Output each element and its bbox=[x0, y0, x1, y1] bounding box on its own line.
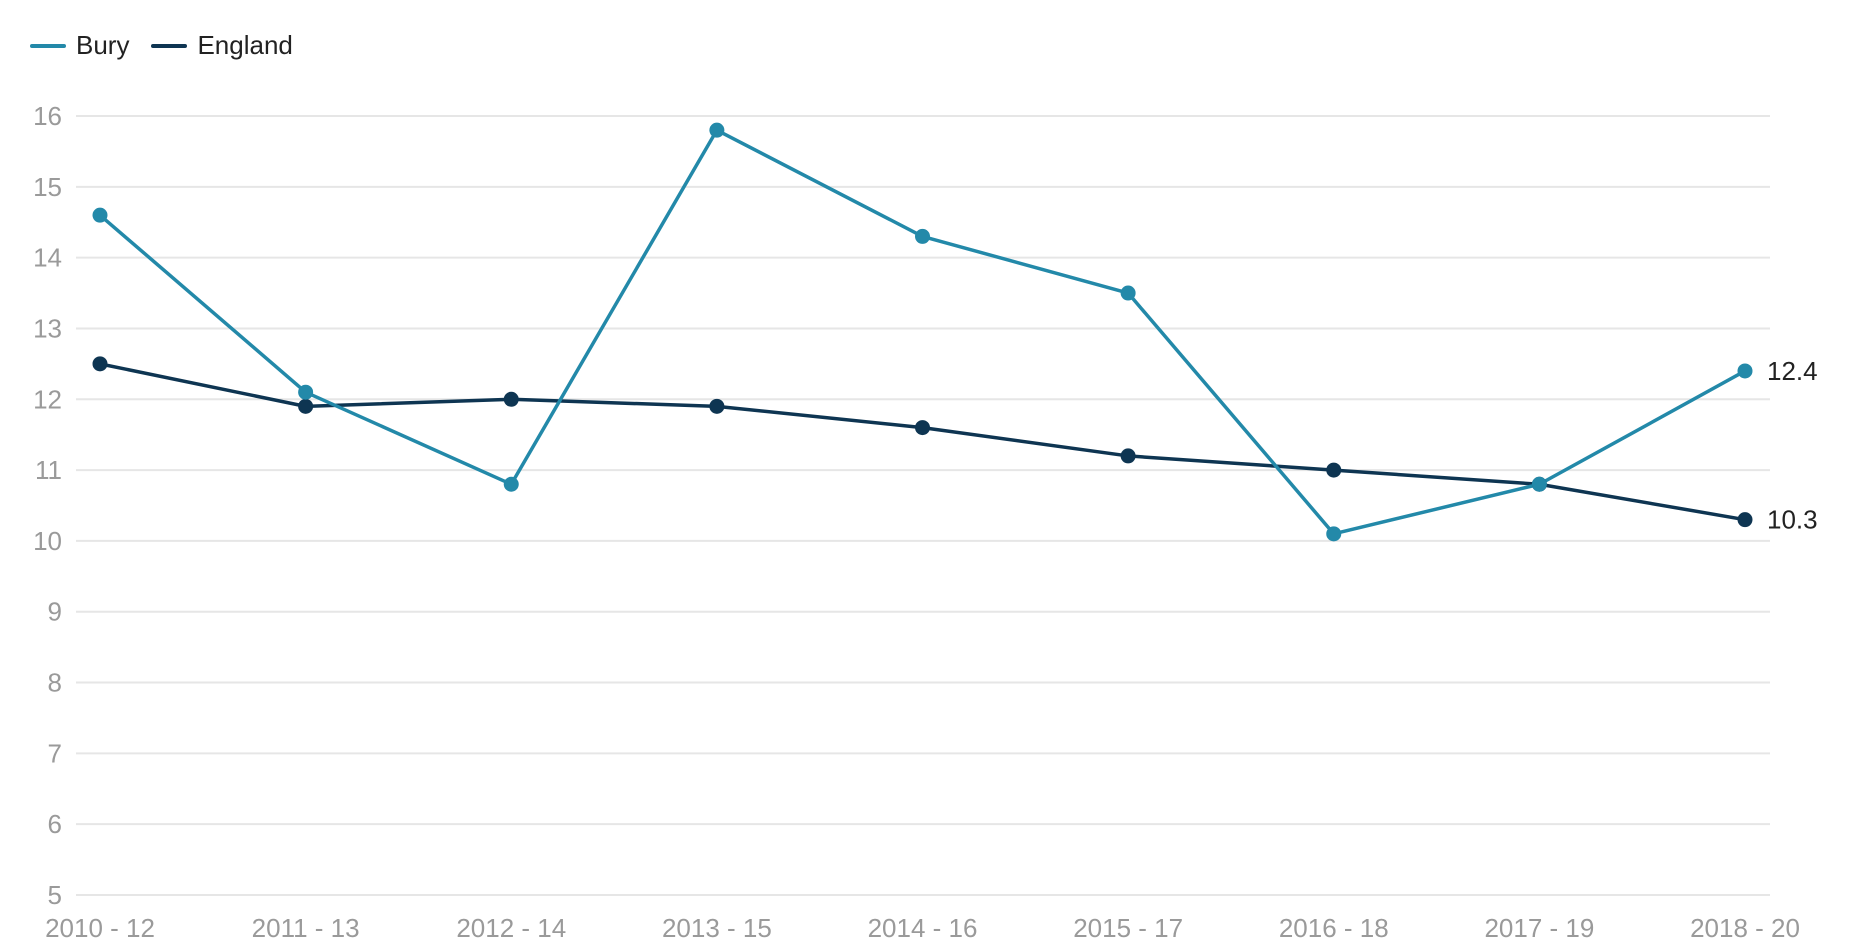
x-tick-label: 2017 - 19 bbox=[1484, 913, 1594, 943]
legend: Bury England bbox=[30, 30, 293, 61]
end-label-england: 10.3 bbox=[1767, 505, 1818, 535]
y-tick-label: 10 bbox=[33, 526, 62, 556]
legend-swatch-bury bbox=[30, 43, 66, 48]
series-line-england bbox=[99, 362, 1746, 522]
legend-label-england: England bbox=[197, 30, 293, 60]
data-point-england bbox=[503, 391, 519, 407]
series-line-bury bbox=[98, 128, 1746, 536]
data-point-bury bbox=[709, 122, 725, 138]
legend-item-bury[interactable]: Bury bbox=[30, 30, 129, 61]
legend-item-england[interactable]: England bbox=[151, 30, 293, 61]
x-tick-label: 2010 - 12 bbox=[45, 913, 155, 943]
y-axis-tick-labels: 5 6 7 8 9 10 11 12 13 14 15 16 bbox=[33, 101, 62, 910]
y-tick-label: 8 bbox=[48, 668, 62, 698]
series-lines bbox=[98, 128, 1746, 536]
end-label-bury: 12.4 bbox=[1767, 356, 1818, 386]
legend-label-bury: Bury bbox=[76, 30, 130, 60]
data-point-bury bbox=[1120, 285, 1136, 301]
y-tick-label: 13 bbox=[33, 313, 62, 343]
data-point-bury bbox=[1737, 363, 1753, 379]
gridlines bbox=[76, 115, 1770, 896]
data-point-bury bbox=[298, 384, 314, 400]
data-point-england bbox=[92, 356, 108, 372]
x-tick-label: 2015 - 17 bbox=[1073, 913, 1183, 943]
x-tick-label: 2012 - 14 bbox=[456, 913, 566, 943]
data-point-england bbox=[298, 398, 314, 414]
x-tick-label: 2013 - 15 bbox=[662, 913, 772, 943]
y-tick-label: 14 bbox=[33, 243, 62, 273]
y-tick-label: 15 bbox=[33, 172, 62, 202]
data-point-bury bbox=[915, 228, 930, 244]
data-point-bury bbox=[1326, 526, 1342, 542]
y-tick-label: 16 bbox=[33, 101, 62, 131]
y-tick-label: 6 bbox=[48, 809, 62, 839]
data-point-england bbox=[1326, 462, 1342, 478]
x-tick-label: 2011 - 13 bbox=[252, 913, 360, 943]
y-tick-label: 9 bbox=[48, 597, 62, 627]
y-tick-label: 12 bbox=[33, 384, 62, 414]
y-tick-label: 5 bbox=[48, 880, 62, 910]
data-point-bury bbox=[92, 207, 108, 223]
data-point-england bbox=[1737, 512, 1753, 528]
data-point-bury bbox=[1531, 476, 1547, 492]
end-labels: 12.4 10.3 bbox=[1767, 356, 1818, 535]
data-point-england bbox=[915, 420, 930, 436]
data-point-bury bbox=[503, 476, 519, 492]
y-tick-label: 11 bbox=[35, 455, 62, 485]
data-point-england bbox=[1120, 448, 1136, 464]
legend-swatch-england bbox=[151, 43, 188, 48]
y-tick-label: 7 bbox=[48, 738, 62, 768]
data-point-england bbox=[709, 398, 725, 414]
x-axis-tick-labels: 2010 - 12 2011 - 13 2012 - 14 2013 - 15 2014… bbox=[45, 913, 1800, 943]
series-points bbox=[92, 122, 1753, 542]
x-tick-label: 2018 - 20 bbox=[1690, 913, 1800, 943]
x-tick-label: 2016 - 18 bbox=[1279, 913, 1389, 943]
x-tick-label: 2014 - 16 bbox=[868, 913, 978, 943]
